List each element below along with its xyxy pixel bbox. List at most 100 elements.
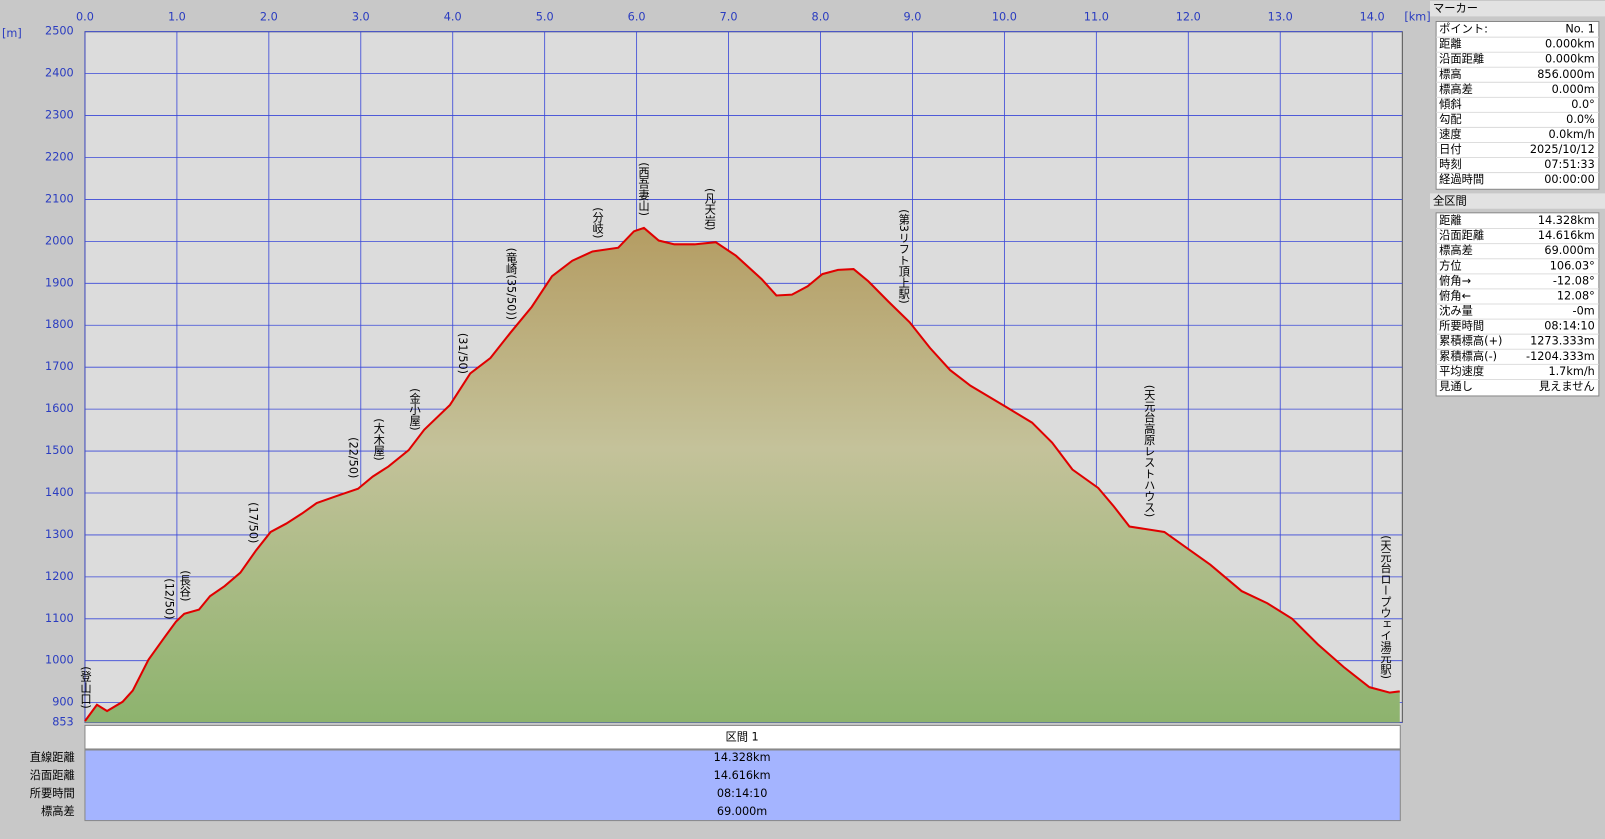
y-tick-label: 1200: [45, 570, 74, 583]
table-body: [84, 749, 1401, 822]
panel-value: 00:00:00: [1544, 173, 1595, 186]
panel-value: 106.03°: [1550, 259, 1595, 272]
y-tick-label: 2300: [45, 109, 74, 122]
table-row-value: 14.328km: [714, 751, 771, 764]
panel-label: 俯角←: [1439, 288, 1471, 302]
table-row-label: 直線距離: [30, 750, 75, 764]
panel-value: No. 1: [1565, 23, 1594, 36]
y-tick-label: 1800: [45, 318, 74, 331]
panel-header: [1429, 1, 1605, 17]
panel-value: 見えません: [1539, 380, 1595, 393]
panel-label: 累積標高(-): [1439, 349, 1497, 363]
waypoint-label: (長谷): [178, 570, 191, 601]
table-header-text: 区間 1: [725, 731, 758, 744]
panel-label: 沿面距離: [1439, 228, 1484, 242]
panel-label: 方位: [1439, 258, 1462, 272]
panel-value: 14.328km: [1538, 214, 1595, 227]
x-tick-label: 8.0: [812, 10, 830, 23]
waypoint-label: (登山口): [79, 666, 92, 709]
table-row-value: 69.000m: [717, 805, 767, 818]
x-tick-label: 6.0: [628, 10, 646, 23]
waypoint-label: (分岐): [591, 207, 604, 238]
x-tick-label: 10.0: [992, 10, 1017, 23]
panel-label: 標高: [1439, 67, 1462, 81]
panel-box: [1435, 20, 1600, 190]
y-tick-label: 2200: [45, 151, 74, 164]
table-row-label: 所要時間: [30, 787, 75, 800]
x-tick-label: 12.0: [1176, 10, 1201, 23]
panel-value: -1204.333m: [1526, 350, 1595, 363]
panel-label: 標高差: [1439, 243, 1473, 257]
panel-label: 日付: [1439, 143, 1462, 156]
panel-value: 1273.333m: [1530, 335, 1595, 348]
y-tick-label: 2400: [45, 67, 74, 80]
panel-value: -0m: [1573, 305, 1595, 318]
panel-value: 0.000km: [1545, 53, 1595, 66]
panel-label: 見通し: [1439, 380, 1473, 393]
table-row-label: 標高差: [41, 804, 75, 818]
panel-label: 傾斜: [1439, 97, 1462, 111]
panel-label: 俯角→: [1439, 273, 1471, 287]
panel-label: 沈み量: [1439, 304, 1473, 318]
panel-value: 69.000m: [1544, 244, 1594, 257]
y-tick-label: 1500: [45, 444, 74, 457]
y-tick-label: 1400: [45, 486, 74, 499]
panel-value: -12.08°: [1553, 274, 1595, 287]
y-tick-label: 1600: [45, 402, 74, 415]
panel-value: 2025/10/12: [1530, 143, 1595, 156]
x-tick-label: 3.0: [352, 10, 370, 23]
y-tick-label: 1900: [45, 276, 74, 289]
x-tick-label: 0.0: [76, 10, 94, 23]
x-tick-label: 5.0: [536, 10, 554, 23]
panel-label: 距離: [1439, 213, 1462, 227]
x-tick-label: 14.0: [1360, 10, 1385, 23]
x-tick-label: 1.0: [168, 10, 186, 23]
y-tick-label: 853: [52, 715, 73, 728]
waypoint-label: (22/50): [347, 437, 360, 478]
waypoint-label: (竜崎(35/50)): [505, 248, 518, 320]
waypoint-label: (31/50): [456, 333, 469, 374]
panel-value: 14.616km: [1538, 229, 1595, 242]
waypoint-label: (金小屋): [408, 388, 421, 431]
x-tick-label: 9.0: [903, 10, 921, 23]
panel-value: 08:14:10: [1544, 320, 1595, 333]
elevation-area: [84, 227, 1400, 723]
panel-label: 所要時間: [1439, 320, 1484, 333]
y-tick-label: 900: [52, 696, 73, 709]
table-row-label: 沿面距離: [30, 768, 75, 782]
waypoint-label: (12/50): [163, 578, 176, 619]
panel-value: 0.0°: [1571, 98, 1595, 111]
panel-value: 0.0%: [1566, 113, 1595, 126]
panel-value: 12.08°: [1557, 289, 1595, 302]
x-tick-label: 7.0: [720, 10, 738, 23]
waypoint-label: (天元台ロープウェイ湯元駅): [1379, 535, 1392, 679]
y-tick-label: 1100: [45, 612, 74, 625]
waypoint-label: (西吾妻山): [637, 162, 650, 216]
table-row-value: 08:14:10: [717, 787, 768, 800]
panel-label: 勾配: [1439, 113, 1462, 126]
x-unit: [km]: [1404, 10, 1430, 23]
panel-label: 累積標高(+): [1439, 334, 1502, 348]
x-tick-label: 4.0: [444, 10, 462, 23]
panel-title: マーカー: [1433, 2, 1478, 15]
panel-label: 時刻: [1439, 157, 1462, 171]
y-tick-label: 1700: [45, 360, 74, 373]
panel-value: 1.7km/h: [1548, 365, 1594, 378]
panel-label: ポイント:: [1439, 23, 1488, 36]
x-tick-label: 2.0: [260, 10, 278, 23]
panel-label: 速度: [1439, 127, 1462, 141]
panel-header: [1429, 193, 1605, 209]
panel-value: 0.0km/h: [1548, 128, 1594, 141]
panel-label: 平均速度: [1439, 364, 1484, 378]
y-tick-label: 1000: [45, 654, 74, 667]
y-tick-label: 2100: [45, 192, 74, 205]
panel-title: 全区間: [1433, 194, 1467, 208]
panel-value: 07:51:33: [1544, 158, 1595, 171]
x-tick-label: 13.0: [1268, 10, 1293, 23]
panel-label: 標高差: [1439, 82, 1473, 96]
waypoint-label: (凡天岩): [703, 188, 716, 231]
panel-value: 856.000m: [1537, 68, 1594, 81]
panel-value: 0.000m: [1552, 83, 1595, 96]
y-tick-label: 1300: [45, 528, 74, 541]
